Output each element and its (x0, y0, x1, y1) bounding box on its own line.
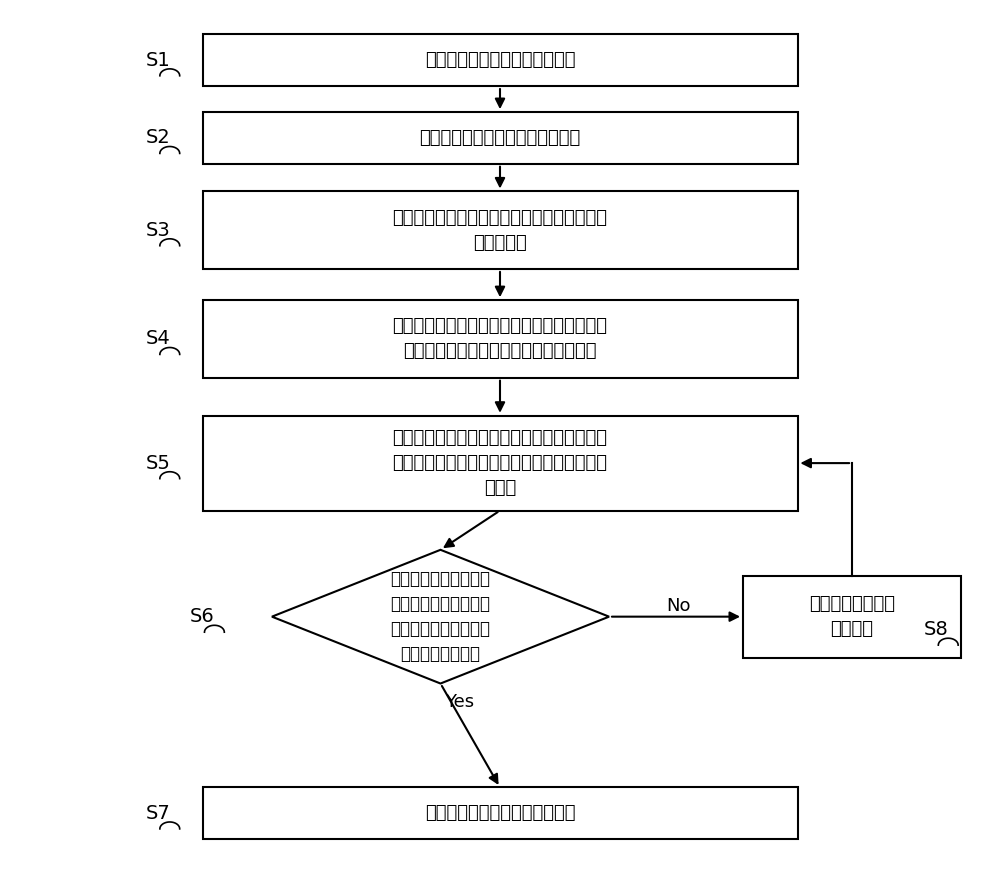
Text: 获取所述待测量图形的待测量位置对应在所述
物理晶圆图形上的关键尺寸作为第一尺寸: 获取所述待测量图形的待测量位置对应在所述 物理晶圆图形上的关键尺寸作为第一尺寸 (393, 317, 608, 361)
Text: S1: S1 (146, 51, 170, 70)
Bar (203, 787, 798, 840)
Text: Yes: Yes (445, 693, 475, 712)
Text: No: No (666, 598, 691, 615)
Bar (203, 112, 798, 164)
Text: S8: S8 (924, 620, 949, 639)
Text: 完成对光学邻近修正模型的修正: 完成对光学邻近修正模型的修正 (425, 804, 575, 822)
Text: S3: S3 (146, 220, 170, 240)
Bar (203, 415, 798, 510)
Text: S6: S6 (190, 607, 215, 626)
Text: S2: S2 (146, 128, 170, 147)
Bar (203, 300, 798, 378)
Bar (743, 576, 961, 658)
Text: 确定所述待测量图形的待测量位置: 确定所述待测量图形的待测量位置 (419, 129, 581, 147)
Text: S7: S7 (146, 804, 170, 823)
Text: 执行检测工艺，获取所述待测量图形的待测量
位置对应在所述模拟图形上的关键尺寸作为第
二尺寸: 执行检测工艺，获取所述待测量图形的待测量 位置对应在所述模拟图形上的关键尺寸作为… (393, 429, 608, 497)
Text: 提供具有待测量图形的原始版图: 提供具有待测量图形的原始版图 (425, 51, 575, 69)
Bar (203, 34, 798, 86)
Text: 校正所述光学邻近
修正模型: 校正所述光学邻近 修正模型 (809, 595, 895, 638)
Text: 根据所述第二尺寸和第
一尺寸，判断误差函数
值的收敛性是否满足光
学邻近修正的要求: 根据所述第二尺寸和第 一尺寸，判断误差函数 值的收敛性是否满足光 学邻近修正的要… (391, 571, 491, 663)
Polygon shape (272, 550, 609, 684)
Text: S4: S4 (146, 329, 170, 348)
Text: 通过所述原始版图获得形成于物理晶圆上的物
理晶圆图形: 通过所述原始版图获得形成于物理晶圆上的物 理晶圆图形 (393, 209, 608, 252)
Bar (203, 192, 798, 269)
Text: S5: S5 (145, 454, 170, 473)
